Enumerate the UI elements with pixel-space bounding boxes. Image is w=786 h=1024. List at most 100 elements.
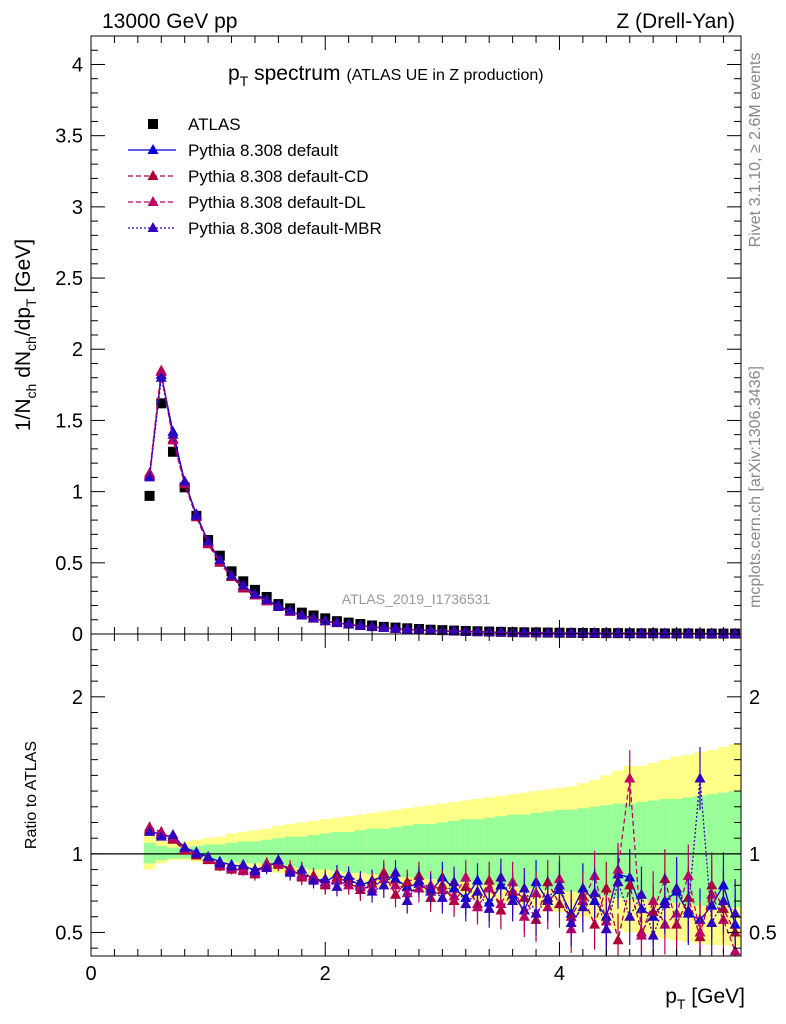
ratio-data-point xyxy=(694,926,706,937)
title-sub: T xyxy=(240,73,249,89)
mc-data-point xyxy=(331,617,343,628)
mc-uncertainty-band-inner xyxy=(307,835,320,870)
mc-data-point xyxy=(706,627,718,638)
header-left: 13000 GeV pp xyxy=(102,10,237,33)
ratio-ylabel: Ratio to ATLAS xyxy=(23,741,40,849)
ratio-data-point xyxy=(483,882,495,893)
ratio-data-point xyxy=(647,929,659,940)
mc-data-point xyxy=(226,569,238,580)
ratio-data-point xyxy=(647,895,659,906)
ratio-data-point xyxy=(202,851,214,862)
ratio-data-point xyxy=(436,891,448,902)
ratio-data-point xyxy=(261,862,273,873)
legend-marker-triangle xyxy=(147,144,159,154)
ratio-data-point xyxy=(378,879,390,890)
header-right: Z (Drell-Yan) xyxy=(616,10,735,33)
mc-data-point xyxy=(284,605,296,616)
mc-uncertainty-band-inner xyxy=(553,809,566,892)
x-tick-label: 0 xyxy=(85,963,96,985)
ratio-data-point xyxy=(284,866,296,877)
legend-marker-triangle xyxy=(147,170,159,180)
mc-uncertainty-band-inner xyxy=(518,814,531,889)
mc-data-point xyxy=(202,535,214,546)
mc-uncertainty-band-inner xyxy=(366,828,378,875)
mc-uncertainty-band-inner xyxy=(495,816,507,886)
ratio-data-point xyxy=(624,910,636,921)
mc-data-point xyxy=(401,623,413,634)
mc-data-point xyxy=(635,627,647,638)
mc-uncertainty-band-inner xyxy=(249,841,261,864)
ratio-data-point xyxy=(249,865,261,876)
mc-uncertainty-band-inner xyxy=(413,824,425,880)
ratio-data-point xyxy=(671,882,683,893)
mc-data-point xyxy=(167,434,179,445)
ylabel-part: [GeV] xyxy=(12,239,35,299)
ratio-data-point xyxy=(401,895,413,906)
legend-entry-label: ATLAS xyxy=(188,115,241,134)
ratio-data-point xyxy=(343,869,355,880)
ratio-data-point xyxy=(413,874,425,885)
mc-uncertainty-band-inner xyxy=(729,791,741,908)
mc-data-point xyxy=(425,624,437,635)
mc-uncertainty-band-inner xyxy=(694,795,706,906)
title-p: p xyxy=(228,62,240,85)
title-paren: (ATLAS UE in Z production) xyxy=(346,67,543,84)
mc-uncertainty-band-inner xyxy=(670,798,683,903)
ratio-data-point xyxy=(190,847,202,858)
ratio-data-point xyxy=(495,871,507,882)
y-tick-label: 0.5 xyxy=(55,553,83,575)
title-rest: spectrum xyxy=(248,62,340,85)
mcplots-side-label: mcplots.cern.ch [arXiv:1306.3436] xyxy=(747,366,764,608)
analysis-label: ATLAS_2019_I1736531 xyxy=(342,591,491,607)
ratio-data-point xyxy=(390,866,402,877)
mc-uncertainty-band-inner xyxy=(237,841,250,864)
ratio-data-point xyxy=(612,876,624,887)
ratio-data-point xyxy=(553,879,565,890)
mc-uncertainty-band-inner xyxy=(436,822,449,881)
mc-data-point xyxy=(612,627,624,638)
mc-uncertainty-band-inner xyxy=(577,808,589,894)
ratio-data-point xyxy=(471,885,483,896)
mc-uncertainty-band-inner xyxy=(448,820,460,883)
atlas-data-point xyxy=(167,446,178,457)
mc-uncertainty-band-inner xyxy=(541,811,554,891)
mc-uncertainty-band-inner xyxy=(272,838,285,867)
ratio-data-point xyxy=(518,882,530,893)
ratio-data-point xyxy=(237,858,249,869)
main-title: pT spectrum (ATLAS UE in Z production) xyxy=(228,62,544,89)
ratio-data-point xyxy=(659,898,671,909)
mc-uncertainty-band-inner xyxy=(565,809,578,892)
legend-entry-label: Pythia 8.308 default-MBR xyxy=(188,219,382,238)
mc-data-point xyxy=(155,371,167,382)
mc-uncertainty-band-inner xyxy=(342,831,355,873)
mc-data-point xyxy=(249,588,261,599)
ratio-data-point xyxy=(694,772,706,783)
mc-data-point xyxy=(682,627,694,638)
ratio-data-point xyxy=(565,917,577,928)
mc-data-point xyxy=(354,619,366,630)
mc-uncertainty-band-inner xyxy=(389,827,402,876)
mc-uncertainty-band-inner xyxy=(717,792,730,908)
mc-data-point xyxy=(729,627,741,638)
ratio-data-point xyxy=(495,898,507,909)
mc-uncertainty-band-inner xyxy=(213,844,226,861)
mc-data-point xyxy=(378,621,390,632)
ratio-data-point xyxy=(507,895,519,906)
ratio-data-point xyxy=(319,873,331,884)
y-tick-label: 0 xyxy=(72,624,83,646)
ratio-data-point xyxy=(635,888,647,899)
ratio-y-tick-label: 2 xyxy=(72,687,83,709)
ratio-data-point xyxy=(518,910,530,921)
mc-data-point xyxy=(237,579,249,590)
ratio-data-point xyxy=(331,880,343,891)
ratio-data-point xyxy=(155,830,167,841)
mc-data-point xyxy=(167,428,179,439)
mc-data-point xyxy=(179,475,191,486)
ratio-panel: 0.5 0.5 1 1 2 2 0 2 4 Ratio to ATLAS pT [GeV] xyxy=(23,633,777,1012)
ylabel-sub: T xyxy=(23,298,39,307)
ratio-data-point xyxy=(542,891,554,902)
mc-data-point xyxy=(155,366,167,377)
mc-data-point xyxy=(261,593,273,604)
ratio-data-point xyxy=(272,854,284,865)
xlabel-sub: T xyxy=(677,996,686,1012)
